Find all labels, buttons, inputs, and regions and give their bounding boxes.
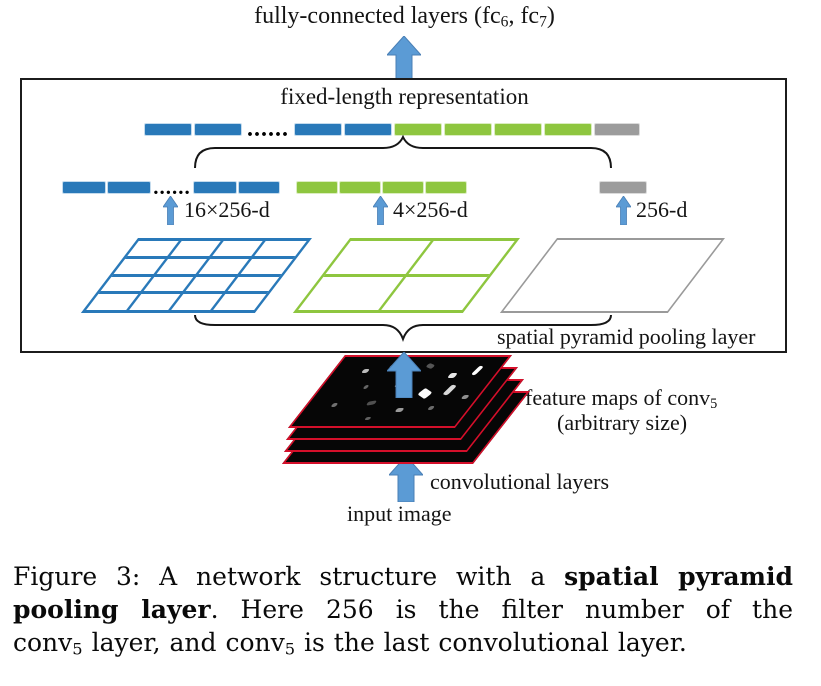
vector-block-blue bbox=[195, 124, 241, 135]
ellipsis-dots: ...... bbox=[153, 175, 191, 199]
arrow-up-conv-icon bbox=[389, 456, 423, 502]
dim-label-16x256: 16×256-d bbox=[184, 197, 270, 222]
caption-text: . Here 256 is the filter number of the bbox=[210, 595, 794, 624]
caption-text: Figure 3: A network structure with a bbox=[13, 562, 565, 591]
pooled-vector-4 bbox=[297, 182, 466, 193]
spp-brace bbox=[194, 314, 612, 342]
arrow-up-16x256-icon bbox=[163, 196, 178, 225]
vector-block-green bbox=[445, 124, 491, 135]
input-image-label: input image bbox=[347, 501, 452, 526]
caption-line-3: conv5 layer, and conv5 is the last convo… bbox=[13, 626, 793, 666]
caption-text: is the last convolutional layer. bbox=[295, 628, 687, 657]
vector-block-green bbox=[395, 124, 441, 135]
conv5-subscript: 5 bbox=[72, 639, 83, 659]
feature-maps-text: feature maps of conv bbox=[525, 385, 711, 410]
fc-layers-label: fully-connected layers (fc6, fc7) bbox=[0, 3, 809, 31]
grid-line bbox=[124, 256, 296, 260]
vector-block-blue bbox=[345, 124, 391, 135]
vector-block-blue bbox=[63, 182, 105, 193]
arbitrary-size-label: (arbitrary size) bbox=[557, 410, 688, 435]
vector-block-gray bbox=[595, 124, 639, 135]
activation-speckle bbox=[427, 406, 436, 410]
activation-speckle bbox=[447, 373, 458, 378]
activation-speckle bbox=[470, 365, 484, 376]
vector-block-green bbox=[340, 182, 380, 193]
conv5-subscript: 5 bbox=[710, 396, 718, 413]
dim-label-4x256: 4×256-d bbox=[393, 197, 468, 222]
fc-label-text: , fc bbox=[508, 3, 540, 29]
caption-bold-text: spatial pyramid bbox=[564, 562, 793, 591]
vector-block-green bbox=[297, 182, 337, 193]
caption-line-1: Figure 3: A network structure with a spa… bbox=[13, 560, 793, 593]
activation-speckle bbox=[330, 403, 339, 407]
vector-block-gray bbox=[600, 182, 646, 193]
arrow-up-4x256-icon bbox=[373, 196, 388, 225]
pooled-vector-16: ...... bbox=[63, 175, 279, 199]
spp-layer-label: spatial pyramid pooling layer bbox=[497, 324, 756, 349]
vector-block-blue bbox=[108, 182, 150, 193]
vector-block-green bbox=[426, 182, 466, 193]
caption-bold-text: pooling layer bbox=[13, 595, 211, 624]
concat-brace bbox=[194, 135, 612, 169]
activation-speckle bbox=[364, 417, 372, 420]
fixed-length-vector-row: ...... bbox=[145, 116, 639, 142]
activation-speckle bbox=[360, 369, 371, 373]
vector-block-blue bbox=[239, 182, 279, 193]
ellipsis-dots: ...... bbox=[247, 116, 289, 142]
caption-text: conv bbox=[13, 628, 73, 657]
activation-speckle bbox=[365, 400, 378, 406]
vector-block-green bbox=[495, 124, 541, 135]
activation-speckle bbox=[394, 408, 405, 412]
vector-block-blue bbox=[194, 182, 236, 193]
feature-maps-label: feature maps of conv5 bbox=[525, 385, 717, 413]
activation-speckle bbox=[425, 362, 436, 370]
arrow-up-256-icon bbox=[616, 196, 631, 225]
vector-block-green bbox=[383, 182, 423, 193]
grid-line bbox=[98, 290, 269, 294]
vector-block-blue bbox=[295, 124, 341, 135]
dim-label-256: 256-d bbox=[636, 197, 688, 222]
figure-caption: Figure 3: A network structure with a spa… bbox=[13, 560, 793, 666]
caption-text: layer, and conv bbox=[82, 628, 285, 657]
activation-speckle bbox=[442, 384, 457, 396]
fixed-length-representation-label: fixed-length representation bbox=[280, 84, 529, 109]
convolutional-layers-label: convolutional layers bbox=[430, 469, 610, 494]
vector-block-green bbox=[545, 124, 591, 135]
grid-line bbox=[323, 273, 490, 277]
vector-block-blue bbox=[145, 124, 191, 135]
pooled-vector-1 bbox=[600, 182, 646, 193]
arrow-up-to-fc-icon bbox=[387, 36, 421, 79]
fc-label-text: ) bbox=[546, 3, 555, 29]
activation-speckle bbox=[460, 395, 470, 399]
fc6-subscript: 6 bbox=[500, 13, 509, 31]
fc-label-text: fully-connected layers (fc bbox=[254, 3, 501, 29]
caption-line-2: pooling layer. Here 256 is the filter nu… bbox=[13, 593, 793, 626]
grid-line bbox=[111, 273, 282, 277]
fc7-subscript: 7 bbox=[539, 13, 547, 31]
activation-speckle bbox=[362, 385, 370, 389]
arrow-up-to-spp-icon bbox=[387, 352, 421, 398]
conv5-subscript: 5 bbox=[284, 639, 296, 659]
